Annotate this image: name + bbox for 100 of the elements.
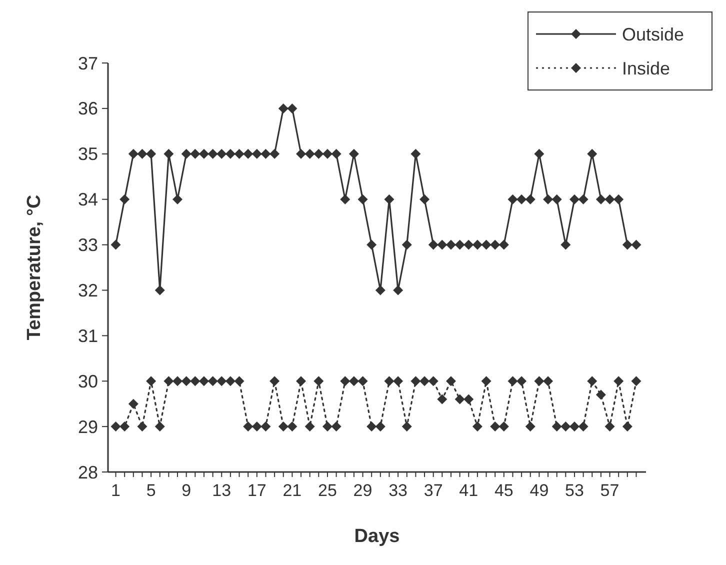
point [420,194,430,204]
point [190,376,200,386]
y-tick-label: 33 [78,235,98,256]
point [604,422,615,432]
point [578,194,588,204]
point [481,376,492,386]
x-tick-label: 5 [146,481,156,500]
point [322,422,332,432]
y-tick-label: 36 [78,98,98,119]
point [587,376,598,386]
x-tick-label: 33 [388,481,408,500]
point [472,422,482,432]
point [534,376,544,386]
point [454,240,465,250]
y-axis-title: Temperature, °C [24,194,45,340]
point [120,194,130,204]
point [252,422,262,432]
point [314,148,324,159]
point [128,148,138,159]
point [614,376,624,386]
point [172,376,183,386]
point [454,394,465,404]
point [270,148,280,159]
point [340,194,350,204]
legend-label: Outside [622,24,684,44]
point [190,148,200,159]
point [498,240,509,250]
point [508,376,518,386]
point [402,422,412,432]
x-axis-title: Days [354,526,400,547]
point [622,422,632,432]
point [296,376,306,386]
point [340,376,350,386]
point [464,394,474,404]
point [164,148,174,159]
point [481,240,492,250]
point [154,285,165,296]
point [534,148,544,159]
point [172,194,183,204]
point [375,285,386,296]
point [278,103,288,114]
point [393,376,404,386]
point [472,240,482,250]
point [260,422,271,432]
point [225,148,236,159]
point [428,240,438,250]
point [516,376,527,386]
point [366,240,377,250]
point [331,422,342,432]
point [560,240,571,250]
point [569,422,580,432]
point [234,148,244,159]
point [243,148,254,159]
point [128,398,138,409]
point [516,194,527,204]
point [569,194,580,204]
point [490,240,500,250]
point [287,103,298,114]
point [437,394,448,404]
point [234,376,244,386]
point [543,376,554,386]
point [164,376,174,386]
point [596,194,606,204]
point [614,194,624,204]
point [304,422,315,432]
point [216,376,227,386]
point [631,376,642,386]
point [314,376,324,386]
y-tick-label: 35 [78,144,98,164]
point [587,148,598,159]
point [552,194,562,204]
x-tick-label: 21 [282,481,302,500]
point [525,194,536,204]
point [393,285,404,296]
point [578,422,588,432]
point [252,148,262,159]
point [375,422,386,432]
y-tick-label: 37 [78,53,98,74]
point [322,148,332,159]
point [508,194,518,204]
point [208,148,218,159]
point [278,422,288,432]
point [402,240,412,250]
point [110,240,121,250]
x-tick-label: 1 [111,481,120,500]
y-tick-label: 31 [78,326,98,346]
point [287,422,298,432]
point [358,194,368,204]
point [446,240,456,250]
point [543,194,554,204]
point [358,376,368,386]
point [525,422,536,432]
legend-label: Inside [622,58,670,78]
y-tick-label: 29 [78,416,98,437]
x-tick-label: 37 [424,481,443,500]
point [384,194,394,204]
point [437,240,448,250]
point [243,422,254,432]
point [146,148,156,159]
point [181,376,192,386]
